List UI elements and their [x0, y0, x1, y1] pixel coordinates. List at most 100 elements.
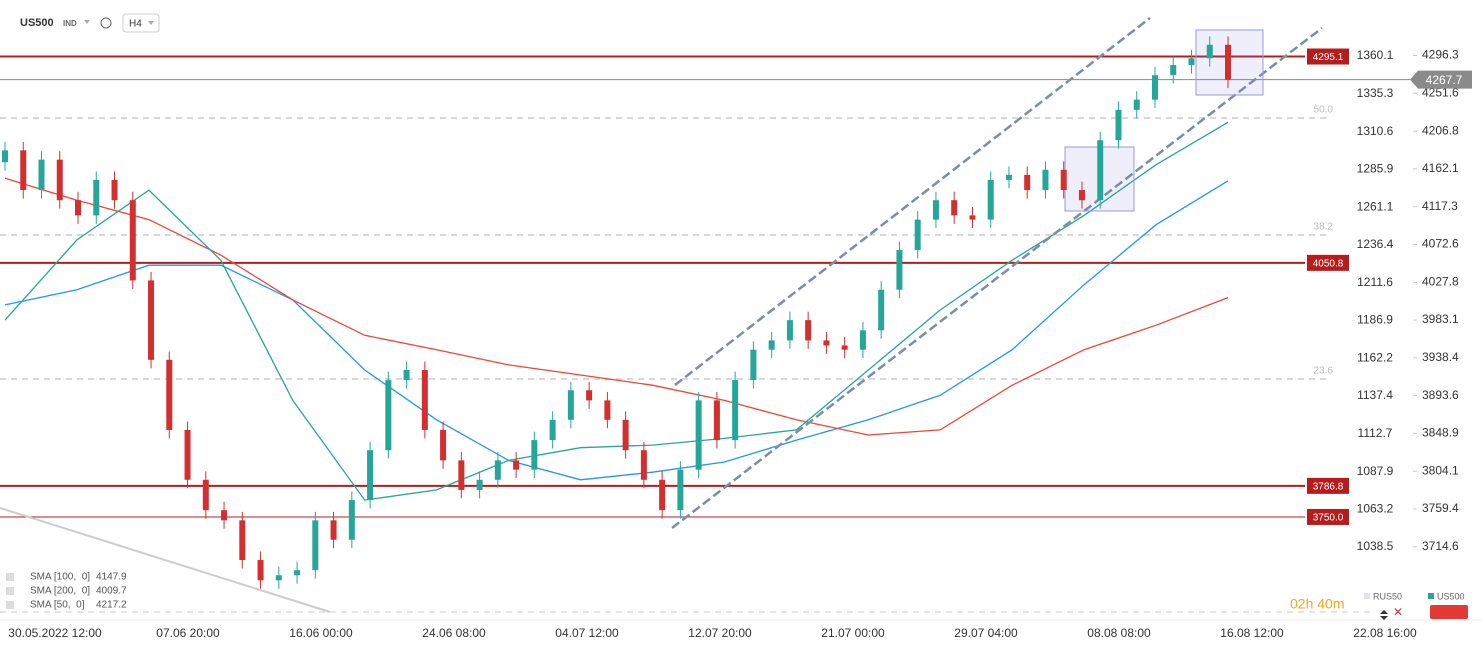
symbol[interactable]: US500 [20, 17, 54, 29]
candle-body [494, 460, 501, 480]
channel-lower [671, 27, 1323, 529]
candle-body [1115, 109, 1122, 141]
candle-body [732, 380, 739, 441]
level-label: 3750.0 [1313, 513, 1344, 524]
sma-layer: SMA [100, 0] 4147.9 SMA [200, 0] 4009.7 SMA … [4, 121, 1229, 611]
x-tick-label: 21.07 00:00 [821, 626, 885, 640]
y-tick-label: 4251.6 [1422, 85, 1459, 99]
candle-body [859, 330, 866, 350]
candle-body [1170, 65, 1177, 76]
candle-body [367, 450, 374, 501]
header: US500 IND H4 [20, 13, 160, 33]
candle-body [914, 219, 921, 251]
legend-name: SMA [50, 0] [30, 600, 85, 611]
sma-line [4, 121, 1229, 501]
info-icon[interactable] [100, 17, 112, 29]
candle-body [823, 340, 830, 346]
candle-body [458, 460, 465, 490]
last-price-label: 4267.7 [1426, 73, 1463, 87]
market: IND [63, 19, 77, 28]
candle-body [951, 200, 958, 216]
candle-body [750, 349, 757, 381]
candle-body [896, 250, 903, 290]
candle-body [440, 429, 447, 461]
candle-body [513, 460, 520, 470]
level-label: 4050.8 [1313, 259, 1344, 270]
candle-body [56, 159, 63, 201]
candle-body [403, 369, 410, 381]
y2-tick-label: 1360.1 [1357, 48, 1394, 62]
y-tick-label: 3893.6 [1422, 388, 1459, 402]
x-tick-label: 07.06 20:00 [156, 626, 220, 640]
candle-body [75, 200, 82, 216]
x-tick-label: 08.08 08:00 [1087, 626, 1151, 640]
level-tag [1307, 477, 1349, 494]
candle-body [549, 419, 556, 441]
candle-body [1225, 44, 1231, 80]
y2-tick-label: 1112.7 [1358, 426, 1393, 440]
y2-tick-label: 1261.1 [1357, 199, 1394, 213]
y-tick-label: 3983.1 [1422, 312, 1459, 326]
candle-body [805, 320, 812, 341]
candle-body [695, 400, 702, 470]
y-tick-label: 3804.1 [1422, 463, 1459, 477]
candle-body [878, 289, 885, 331]
x-tick-label: 22.08 16:00 [1353, 626, 1417, 640]
y2-tick-label: 1087.9 [1357, 464, 1394, 478]
candle-body [20, 150, 27, 191]
compare-symbol[interactable]: RUS50 [1373, 591, 1402, 601]
candle-body [969, 215, 976, 220]
y2-tick-label: 1236.4 [1357, 237, 1394, 251]
candle-body [1042, 169, 1049, 191]
last-price-tag [1410, 70, 1472, 89]
y2-tick-label: 1310.6 [1357, 124, 1394, 138]
level-label: 3786.8 [1313, 482, 1344, 493]
candle-body [531, 440, 538, 470]
fib-label: 38.2 [1314, 222, 1334, 233]
x-tick-label: 24.06 08:00 [422, 626, 486, 640]
candle-body [1206, 44, 1213, 59]
candle-body [768, 340, 775, 350]
candle-body [385, 380, 392, 451]
levels-layer: 50.0 38.2 23.6 4295.1 4050.8 3786.8 3750.0 [0, 48, 1410, 613]
candle-body [786, 320, 793, 341]
legend-name: SMA [200, 0] [30, 586, 90, 597]
dropdown-icon[interactable] [84, 20, 90, 24]
candle-body [1151, 75, 1158, 100]
candle-body [239, 520, 246, 561]
candle-body [476, 479, 483, 490]
order-icon[interactable] [1380, 610, 1388, 620]
y-tick-label: 3714.6 [1422, 539, 1459, 553]
candle-body [1188, 58, 1195, 66]
y-tick-label: 4162.1 [1422, 161, 1459, 175]
level-tag [1307, 508, 1349, 525]
level-label: 4295.1 [1313, 52, 1344, 63]
candle-body [677, 469, 684, 511]
timeframe[interactable]: H4 [129, 19, 142, 30]
x-tick-label: 29.07 04:00 [954, 626, 1018, 640]
legend-swatch [1428, 593, 1434, 599]
legend-value: 4147.9 [96, 572, 127, 583]
main-symbol[interactable]: US500 [1437, 591, 1465, 601]
x-tick-label: 16.08 12:00 [1220, 626, 1284, 640]
y-tick-label: 4072.6 [1422, 237, 1459, 251]
legend-value: 4009.7 [96, 586, 127, 597]
legend-value: 4217.2 [96, 600, 127, 611]
candle-body [604, 400, 611, 420]
candle-body [312, 520, 319, 571]
legend-swatch [1364, 593, 1370, 599]
candle-body [221, 510, 228, 521]
candle-body [987, 179, 994, 220]
channel-upper [674, 17, 1151, 386]
level-tag [1307, 48, 1349, 65]
dropdown-icon[interactable] [148, 21, 154, 25]
level-tag [1307, 254, 1349, 271]
candle-body [348, 500, 355, 540]
timeframe-box[interactable] [122, 13, 160, 33]
fib-label: 50.0 [1314, 105, 1334, 116]
candle-body [184, 429, 191, 480]
close-icon[interactable]: ✕ [1393, 605, 1403, 619]
tool-button[interactable] [1430, 605, 1468, 619]
x-tick-label: 16.06 00:00 [289, 626, 353, 640]
